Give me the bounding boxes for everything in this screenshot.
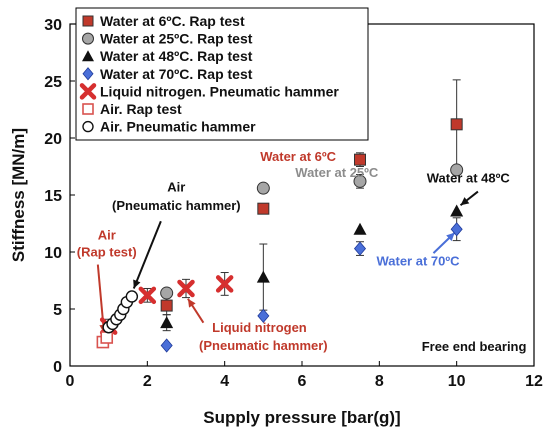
- annotation-label: Air: [98, 227, 116, 242]
- legend-item: Air. Pneumatic hammer: [82, 119, 256, 135]
- annotation-arrow: [132, 220, 162, 289]
- y-tick-label: 15: [44, 188, 62, 205]
- x-tick-label: 6: [298, 373, 307, 390]
- legend-label: Liquid nitrogen. Pneumatic hammer: [100, 83, 339, 99]
- data-point: [256, 270, 270, 283]
- arrow-head: [446, 232, 455, 242]
- annotation-arrow: [187, 298, 205, 324]
- legend: Water at 6ºC. Rap test Water at 25ºC. Rap…: [75, 7, 369, 141]
- axis-ticks: 0 2 4 6 8 10 12 0 5 10 15 20 25 30: [44, 17, 543, 390]
- legend-label: Water at 70ºC. Rap test: [100, 66, 253, 82]
- legend-item: Water at 25ºC. Rap test: [82, 31, 253, 47]
- arrow-head: [460, 197, 470, 206]
- y-tick-label: 10: [44, 245, 62, 262]
- legend-item: Liquid nitrogen. Pneumatic hammer: [79, 83, 339, 100]
- annotation-label: Free end bearing: [422, 339, 527, 354]
- y-tick-label: 25: [44, 74, 62, 91]
- data-point: [450, 222, 463, 237]
- legend-label: Water at 48ºC. Rap test: [100, 48, 253, 64]
- legend-label: Air. Rap test: [100, 101, 182, 117]
- legend-marker: [82, 15, 94, 27]
- data-point: [160, 338, 173, 353]
- data-point: [354, 153, 366, 166]
- legend-marker: [82, 120, 94, 133]
- arrow-shaft: [132, 220, 162, 289]
- y-axis-title: Stiffness [MN/m]: [9, 128, 28, 262]
- data-point: [353, 241, 367, 256]
- data-point: [450, 204, 464, 217]
- x-tick-label: 0: [66, 373, 75, 390]
- legend-item: Air. Rap test: [82, 101, 182, 117]
- legend-item: Water at 48ºC. Rap test: [82, 48, 253, 64]
- annotation-label: Water at 70ºC: [376, 254, 460, 269]
- x-tick-label: 4: [220, 373, 229, 390]
- data-point: [450, 163, 464, 177]
- data-point: [215, 275, 234, 293]
- data-point: [257, 308, 270, 323]
- data-point: [353, 174, 367, 188]
- annotation-label: (Rap test): [77, 245, 137, 260]
- x-axis-title: Supply pressure [bar(g)]: [203, 408, 400, 427]
- data-points: [96, 79, 464, 353]
- annotation-label: (Pneumatic hammer): [199, 338, 328, 353]
- annotation-label: Water at 25ºC: [295, 165, 379, 180]
- annotation-label: Water at 6ºC: [260, 149, 336, 164]
- arrow-head: [187, 298, 196, 308]
- legend-label: Water at 25ºC. Rap test: [100, 31, 253, 47]
- legend-item: Water at 70ºC. Rap test: [82, 66, 253, 82]
- arrow-head: [133, 279, 141, 289]
- x-tick-label: 10: [448, 373, 466, 390]
- annotation-label: Liquid nitrogen: [212, 320, 307, 335]
- data-point: [160, 299, 173, 312]
- data-point: [177, 279, 195, 298]
- legend-marker: [82, 103, 94, 115]
- legend-item: Water at 6ºC. Rap test: [82, 13, 245, 29]
- legend-marker: [82, 50, 94, 62]
- data-point: [450, 118, 463, 131]
- annotation-label: (Pneumatic hammer): [112, 198, 241, 213]
- annotation-arrow: [459, 190, 479, 207]
- y-tick-label: 30: [44, 17, 62, 34]
- data-point: [353, 222, 367, 235]
- y-tick-label: 5: [53, 302, 62, 319]
- data-point: [100, 331, 114, 344]
- x-tick-label: 8: [375, 373, 384, 390]
- annotation-arrow: [432, 231, 456, 254]
- data-point: [256, 181, 270, 195]
- legend-marker: [82, 67, 94, 81]
- x-tick-label: 12: [525, 373, 543, 390]
- y-tick-label: 20: [44, 131, 62, 148]
- legend-label: Water at 6ºC. Rap test: [100, 13, 245, 29]
- data-point: [125, 290, 139, 303]
- annotation-arrows: [96, 190, 479, 334]
- series-6: [102, 290, 139, 334]
- data-point: [160, 316, 174, 329]
- legend-marker: [79, 83, 97, 100]
- annotation-label: Water at 48ºC: [427, 170, 511, 185]
- series-2: [160, 204, 464, 332]
- annotation-label: Air: [167, 180, 185, 195]
- legend-marker: [82, 32, 94, 45]
- series-1: [160, 163, 464, 300]
- series-3: [160, 217, 463, 353]
- y-tick-label: 0: [53, 359, 62, 376]
- legend-box: [75, 7, 369, 141]
- legend-label: Air. Pneumatic hammer: [100, 119, 256, 135]
- x-tick-label: 2: [143, 373, 152, 390]
- data-point: [160, 286, 174, 300]
- data-point: [257, 202, 270, 215]
- data-point: [138, 286, 157, 305]
